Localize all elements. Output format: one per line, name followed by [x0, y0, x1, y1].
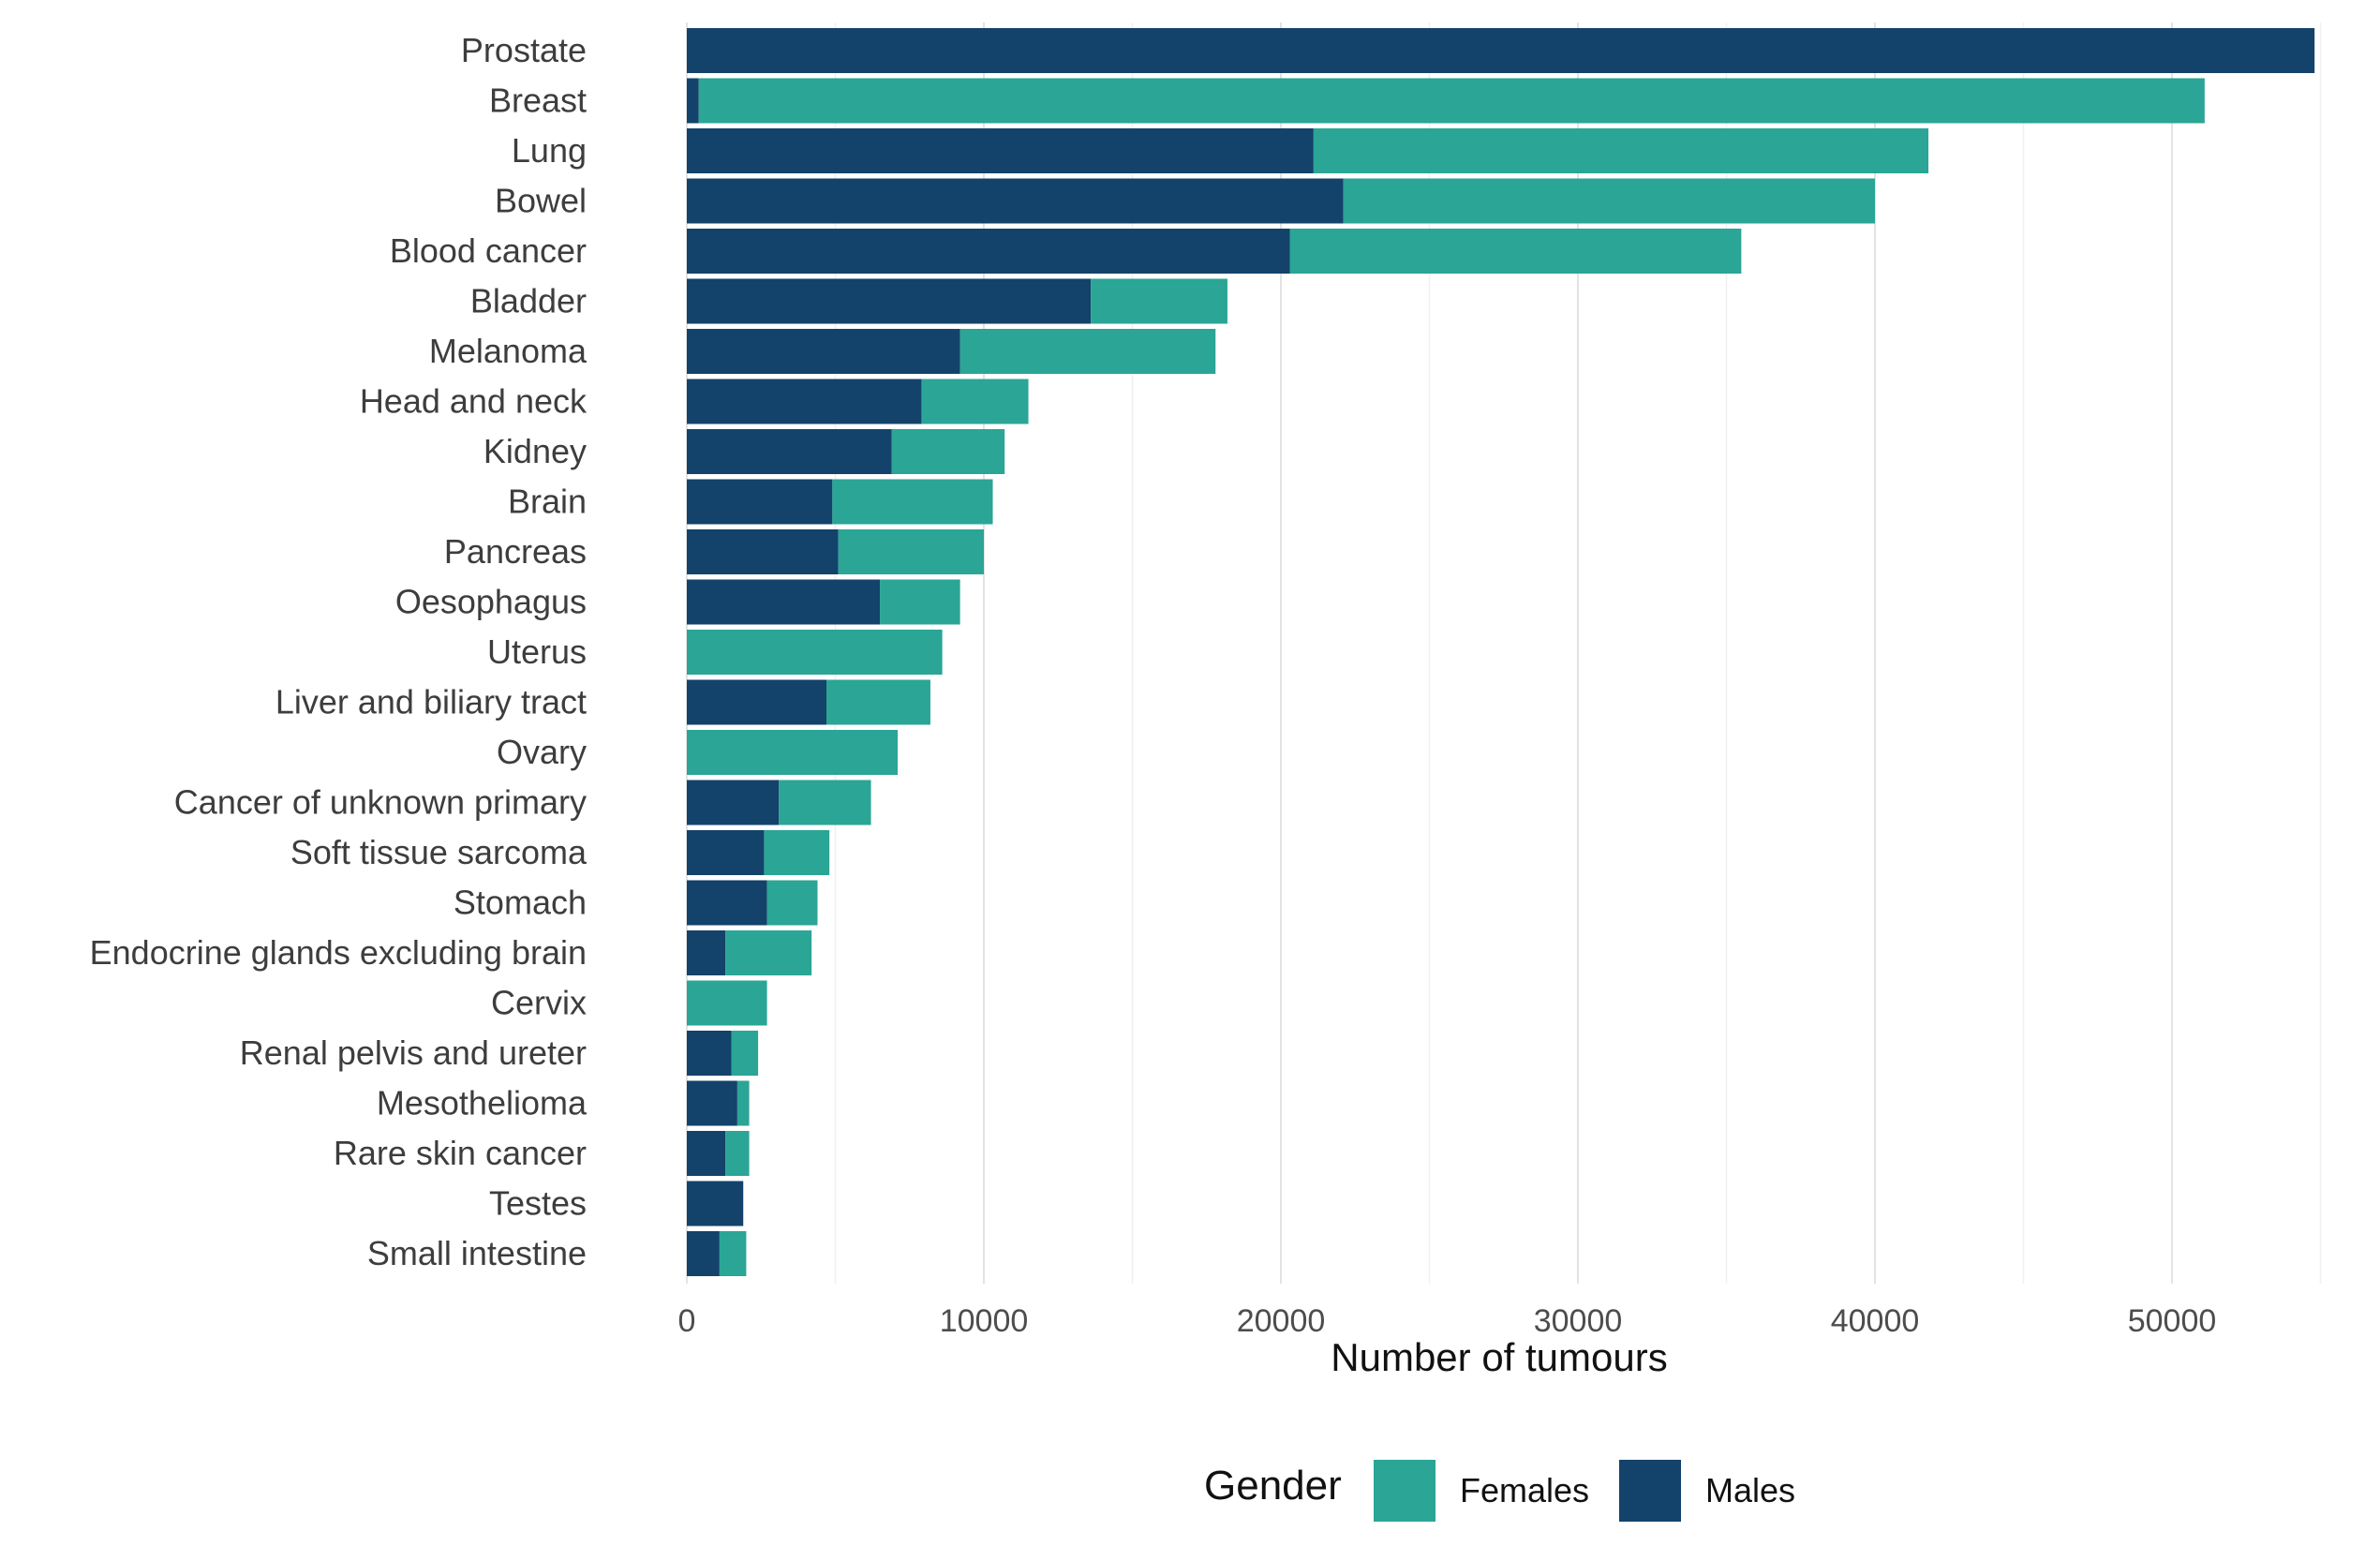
- bar-females: [959, 329, 1216, 374]
- category-label: Kidney: [483, 432, 587, 470]
- bar-females: [1289, 229, 1742, 274]
- x-axis-title: Number of tumours: [1331, 1335, 1667, 1379]
- category-label: Breast: [489, 82, 587, 120]
- bar-males: [687, 579, 881, 625]
- x-tick-label: 20000: [1237, 1303, 1326, 1339]
- bar-males: [687, 479, 833, 525]
- bar-males: [687, 529, 839, 574]
- bar-females: [725, 1131, 750, 1176]
- legend-label-males: Males: [1705, 1471, 1795, 1509]
- category-label: Bladder: [470, 282, 587, 320]
- bar-males: [687, 880, 767, 926]
- x-tick-label: 40000: [1831, 1303, 1920, 1339]
- x-tick-label: 30000: [1534, 1303, 1623, 1339]
- bar-males: [687, 1181, 744, 1226]
- category-label: Renal pelvis and ureter: [240, 1033, 587, 1072]
- category-labels: Prostate Breast Lung Bowel Blood cancer Bladd…: [90, 31, 588, 1272]
- bar-males: [687, 429, 892, 474]
- legend-swatch-females: [1374, 1460, 1435, 1522]
- bar-males: [687, 278, 1092, 324]
- bar-males: [687, 930, 726, 975]
- bar-males: [687, 780, 780, 825]
- category-label: Melanoma: [429, 332, 588, 370]
- x-tick-label: 10000: [940, 1303, 1029, 1339]
- category-label: Oesophagus: [395, 583, 587, 621]
- bar-females: [921, 379, 1029, 424]
- bar-females: [1091, 278, 1227, 324]
- bar-males: [687, 1131, 726, 1176]
- category-label: Head and neck: [360, 382, 588, 421]
- legend: Gender Females Males: [1204, 1460, 1795, 1522]
- bar-females: [1313, 128, 1929, 173]
- bar-males: [687, 1231, 720, 1276]
- category-label: Cervix: [491, 984, 587, 1022]
- bar-females: [891, 429, 1005, 474]
- bar-females: [698, 78, 2205, 124]
- bar-females: [766, 880, 818, 926]
- category-label: Mesothelioma: [377, 1084, 588, 1122]
- legend-title: Gender: [1204, 1463, 1342, 1509]
- category-label: Cancer of unknown primary: [174, 783, 587, 822]
- category-label: Liver and biliary tract: [275, 683, 587, 721]
- bar-males: [687, 28, 2315, 73]
- x-tick-label: 50000: [2128, 1303, 2217, 1339]
- legend-entries: Females Males: [1374, 1460, 1795, 1522]
- bar-males: [687, 1080, 737, 1126]
- bars: [687, 28, 2315, 1276]
- bar-females: [725, 930, 812, 975]
- bar-females: [880, 579, 960, 625]
- bar-females: [731, 1031, 759, 1076]
- bar-females: [1343, 178, 1875, 224]
- category-label: Ovary: [497, 733, 587, 771]
- bar-females: [687, 630, 943, 675]
- x-tick-label: 0: [678, 1303, 696, 1339]
- bar-females: [779, 780, 871, 825]
- bar-females: [764, 830, 830, 875]
- category-label: Endocrine glands excluding brain: [90, 933, 587, 972]
- legend-swatch-males: [1619, 1460, 1681, 1522]
- bar-males: [687, 1031, 732, 1076]
- category-label: Prostate: [461, 31, 587, 69]
- category-label: Brain: [508, 483, 587, 521]
- category-label: Soft tissue sarcoma: [290, 833, 588, 871]
- bar-females: [832, 479, 993, 525]
- bar-males: [687, 379, 922, 424]
- category-label: Uterus: [487, 632, 587, 671]
- category-label: Lung: [512, 131, 587, 170]
- bar-females: [687, 730, 899, 775]
- category-label: Blood cancer: [390, 231, 587, 270]
- bar-females: [736, 1080, 750, 1126]
- bar-males: [687, 178, 1344, 224]
- bar-females: [838, 529, 984, 574]
- bar-males: [687, 679, 826, 725]
- bar-males: [687, 78, 699, 124]
- category-label: Rare skin cancer: [334, 1134, 587, 1172]
- category-label: Testes: [489, 1184, 587, 1223]
- bar-females: [719, 1231, 747, 1276]
- category-label: Small intestine: [367, 1234, 587, 1272]
- category-label: Pancreas: [444, 532, 587, 571]
- legend-label-females: Females: [1460, 1471, 1589, 1509]
- x-tick-labels: 0 10000 20000 30000 40000 50000: [678, 1303, 2217, 1339]
- category-label: Stomach: [454, 884, 587, 922]
- bar-males: [687, 128, 1314, 173]
- bar-females: [826, 679, 930, 725]
- bar-males: [687, 830, 765, 875]
- category-label: Bowel: [495, 182, 587, 220]
- bar-males: [687, 229, 1290, 274]
- bar-males: [687, 329, 960, 374]
- bar-females: [687, 980, 767, 1026]
